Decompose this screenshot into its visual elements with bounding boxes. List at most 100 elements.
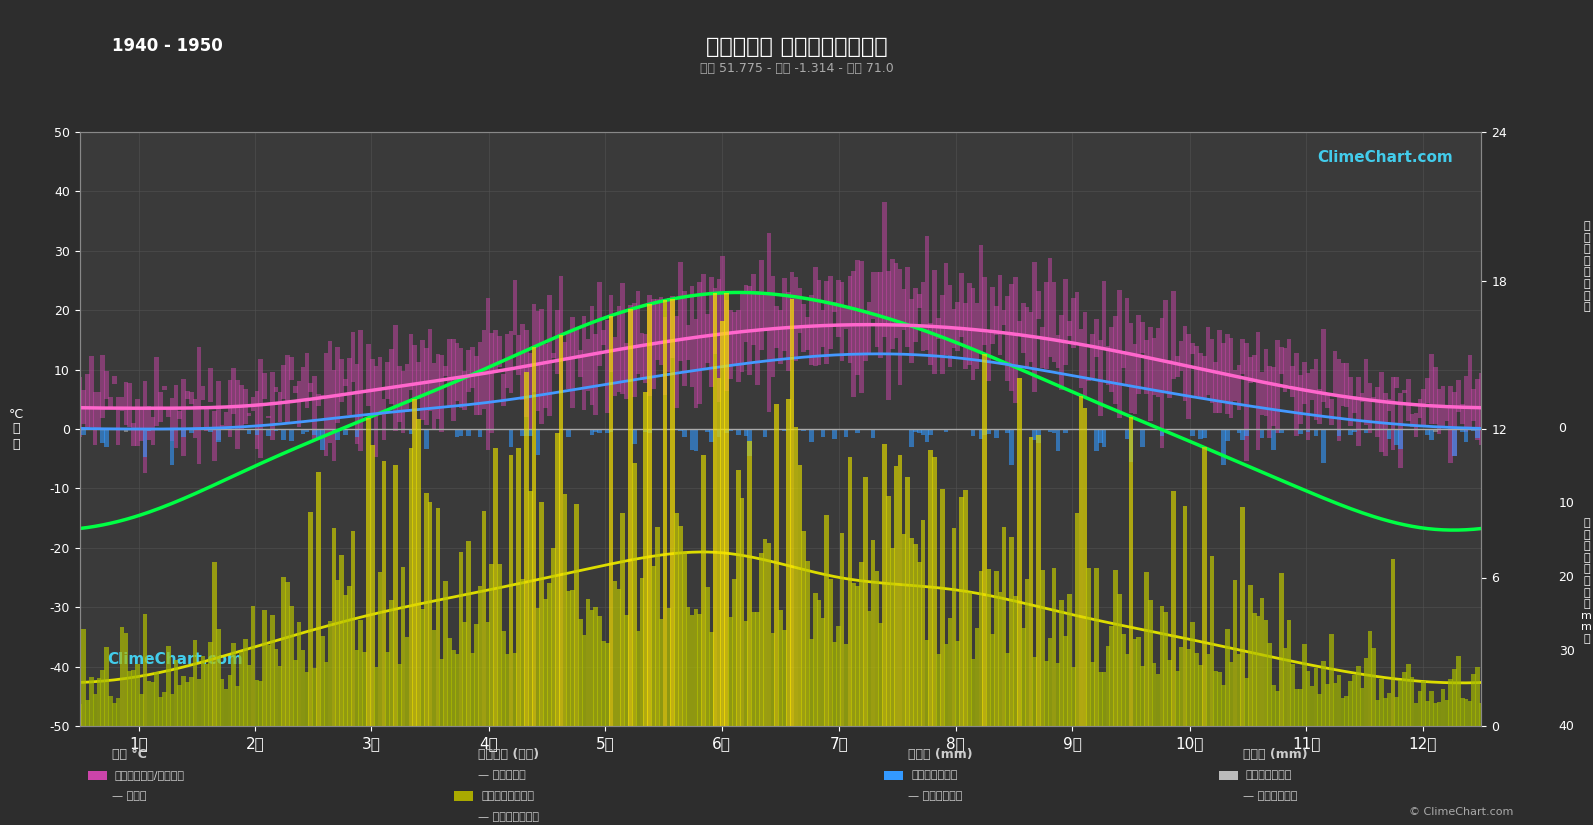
Bar <box>851 271 855 397</box>
Bar <box>513 280 518 335</box>
Bar <box>597 429 602 433</box>
Bar <box>1098 429 1102 443</box>
Bar <box>747 429 752 455</box>
Bar <box>1106 646 1110 726</box>
Bar <box>752 274 757 345</box>
Bar <box>983 429 988 436</box>
Bar <box>424 347 429 426</box>
Bar <box>1149 600 1153 726</box>
Bar <box>1109 327 1114 392</box>
Bar <box>921 520 926 726</box>
Bar <box>554 310 559 374</box>
Bar <box>1032 262 1037 393</box>
Bar <box>451 650 456 726</box>
Bar <box>774 404 779 726</box>
Bar <box>1383 698 1388 726</box>
Bar <box>644 429 648 432</box>
Bar <box>1367 383 1372 432</box>
Bar <box>1160 429 1164 436</box>
Bar <box>1321 429 1325 463</box>
Bar <box>1086 568 1091 726</box>
Bar <box>674 317 679 408</box>
Bar <box>747 286 752 375</box>
Bar <box>1260 372 1265 415</box>
Bar <box>1125 654 1129 726</box>
Bar <box>883 444 887 726</box>
Bar <box>209 429 213 432</box>
Bar <box>1133 344 1137 413</box>
Bar <box>674 513 679 726</box>
Bar <box>258 359 263 458</box>
Bar <box>1021 304 1026 353</box>
Bar <box>1059 315 1064 390</box>
Bar <box>143 429 148 457</box>
Bar <box>331 528 336 726</box>
Bar <box>924 639 929 726</box>
Bar <box>636 631 640 726</box>
Bar <box>589 610 594 726</box>
Bar <box>443 582 448 726</box>
Bar <box>809 639 814 726</box>
Bar <box>508 331 513 393</box>
Bar <box>567 332 570 389</box>
Bar <box>570 318 575 408</box>
Bar <box>1063 636 1067 726</box>
Bar <box>867 610 871 726</box>
Bar <box>1090 333 1094 378</box>
Bar <box>155 672 159 726</box>
Bar <box>408 429 413 434</box>
Bar <box>350 429 355 430</box>
Bar <box>739 498 744 726</box>
Bar <box>451 339 456 421</box>
Bar <box>1263 349 1268 416</box>
Bar <box>1206 328 1211 395</box>
Bar <box>285 356 290 422</box>
Bar <box>1233 370 1238 402</box>
Bar <box>1252 356 1257 381</box>
Text: 降
雨
量
・
降
雪
量
（
m
m
）: 降 雨 量 ・ 降 雪 量 （ m m ） <box>1582 518 1591 644</box>
Bar <box>1375 700 1380 726</box>
Bar <box>247 429 252 435</box>
Bar <box>812 592 817 726</box>
Bar <box>755 612 760 726</box>
Bar <box>378 573 382 726</box>
Bar <box>620 513 624 726</box>
Bar <box>124 634 127 726</box>
Bar <box>578 619 583 726</box>
Bar <box>562 342 567 361</box>
Bar <box>320 395 325 398</box>
Bar <box>1325 685 1330 726</box>
Bar <box>698 282 703 403</box>
Bar <box>1456 656 1461 726</box>
Bar <box>174 384 178 447</box>
Bar <box>1402 389 1407 393</box>
Bar <box>956 301 961 351</box>
Bar <box>1078 328 1083 388</box>
Bar <box>878 624 883 726</box>
Text: 日ごとの降雨量: 日ごとの降雨量 <box>911 771 957 780</box>
Bar <box>546 583 551 726</box>
Bar <box>640 578 644 726</box>
Bar <box>1190 429 1195 436</box>
Bar <box>131 423 135 446</box>
Text: — 日中の時間: — 日中の時間 <box>478 771 526 780</box>
Bar <box>844 644 849 726</box>
Bar <box>532 304 537 392</box>
Bar <box>1314 667 1317 726</box>
Bar <box>1279 573 1284 726</box>
Bar <box>1456 429 1461 430</box>
Bar <box>1083 408 1086 726</box>
Bar <box>177 686 182 726</box>
Bar <box>1333 351 1338 394</box>
Bar <box>220 426 225 427</box>
Bar <box>162 692 167 726</box>
Bar <box>389 349 393 404</box>
Bar <box>236 380 241 450</box>
Bar <box>690 285 695 387</box>
Bar <box>212 562 217 726</box>
Bar <box>155 356 159 426</box>
Bar <box>312 429 317 436</box>
Bar <box>1426 701 1431 726</box>
Bar <box>1407 664 1411 726</box>
Bar <box>1117 290 1121 418</box>
